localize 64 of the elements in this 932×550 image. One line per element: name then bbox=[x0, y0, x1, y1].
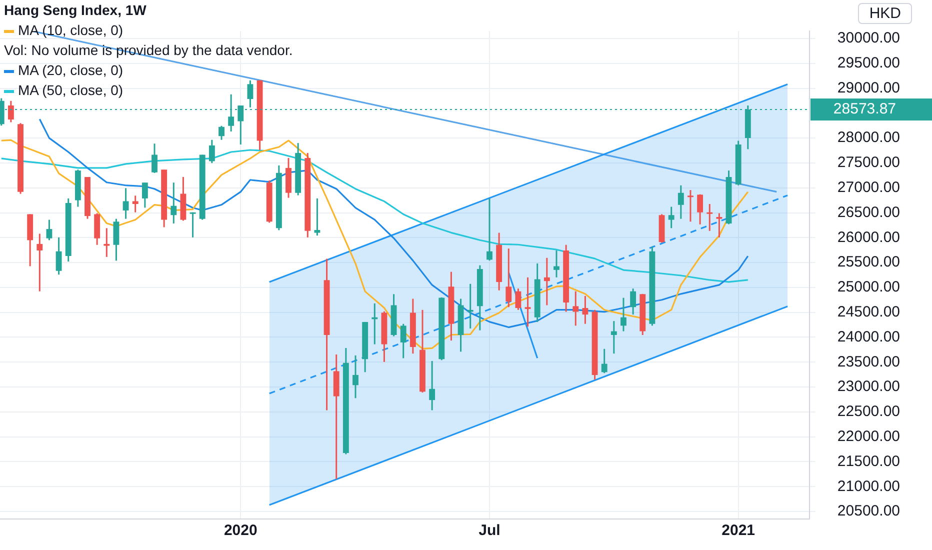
y-tick-label: 25500.00 bbox=[837, 254, 900, 271]
candlestick bbox=[190, 212, 196, 238]
candlestick bbox=[630, 288, 636, 316]
candlestick bbox=[688, 189, 694, 222]
y-tick-label: 23500.00 bbox=[837, 353, 900, 370]
x-tick-label: 2021 bbox=[722, 522, 756, 540]
chart-title: Hang Seng Index, 1W bbox=[4, 1, 148, 20]
candlestick bbox=[544, 257, 550, 306]
candlestick bbox=[524, 276, 531, 328]
candlestick bbox=[697, 194, 704, 226]
candlestick bbox=[104, 227, 110, 258]
y-tick-label: 26500.00 bbox=[837, 204, 900, 221]
candlestick bbox=[610, 320, 617, 354]
y-tick-label: 24500.00 bbox=[837, 303, 900, 320]
candlestick bbox=[668, 206, 674, 229]
y-tick-label: 21500.00 bbox=[837, 452, 900, 470]
x-tick-label: 2020 bbox=[224, 522, 258, 540]
y-tick-label: 23000.00 bbox=[837, 378, 900, 396]
candlestick bbox=[314, 198, 320, 236]
candlestick bbox=[170, 182, 177, 224]
y-tick-label: 30000.00 bbox=[837, 30, 900, 47]
y-tick-label: 26000.00 bbox=[837, 228, 900, 246]
candlestick bbox=[620, 297, 626, 332]
candlestick bbox=[486, 198, 492, 262]
y-tick-label: 22000.00 bbox=[837, 428, 900, 445]
candlestick bbox=[582, 295, 588, 325]
candlestick bbox=[554, 250, 560, 278]
candlestick bbox=[601, 348, 608, 374]
candlestick bbox=[218, 125, 224, 141]
candlestick bbox=[400, 323, 406, 359]
legend-label: MA (50, close, 0) bbox=[17, 81, 124, 100]
x-tick-label: Jul bbox=[478, 522, 500, 540]
candlestick bbox=[8, 100, 14, 123]
currency-label: HKD bbox=[858, 3, 912, 24]
y-tick-label: 21000.00 bbox=[837, 478, 900, 495]
ref-line-label: 28573.87 bbox=[833, 100, 896, 118]
y-tick-label: 27000.00 bbox=[837, 179, 900, 196]
candlestick bbox=[506, 248, 512, 308]
y-tick-label: 28000.00 bbox=[837, 129, 900, 146]
y-tick-label: 29500.00 bbox=[837, 54, 900, 72]
candlestick bbox=[706, 203, 713, 232]
y-tick-label: 29000.00 bbox=[837, 79, 900, 96]
candlestick bbox=[678, 184, 684, 220]
legend-label: MA (20, close, 0) bbox=[17, 61, 124, 80]
candlestick bbox=[572, 290, 579, 326]
candlestick bbox=[716, 212, 722, 238]
candlestick bbox=[46, 219, 52, 241]
y-tick-label: 24000.00 bbox=[837, 328, 900, 346]
legend-label: MA (10, close, 0) bbox=[17, 21, 124, 40]
candlestick bbox=[429, 360, 436, 411]
candlestick bbox=[56, 236, 62, 276]
candlestick bbox=[515, 288, 522, 311]
candlestick bbox=[208, 139, 215, 164]
candlestick bbox=[152, 142, 158, 174]
candlestick bbox=[352, 354, 358, 399]
y-tick-label: 27500.00 bbox=[837, 154, 900, 172]
candlestick bbox=[132, 194, 138, 214]
y-tick-label: 22500.00 bbox=[837, 403, 900, 420]
candlestick bbox=[36, 232, 43, 292]
y-tick-label: 25000.00 bbox=[837, 278, 900, 296]
y-tick-label: 20500.00 bbox=[837, 502, 900, 520]
candlestick bbox=[122, 187, 129, 220]
candlestick bbox=[113, 218, 120, 262]
candlestick bbox=[142, 182, 148, 208]
